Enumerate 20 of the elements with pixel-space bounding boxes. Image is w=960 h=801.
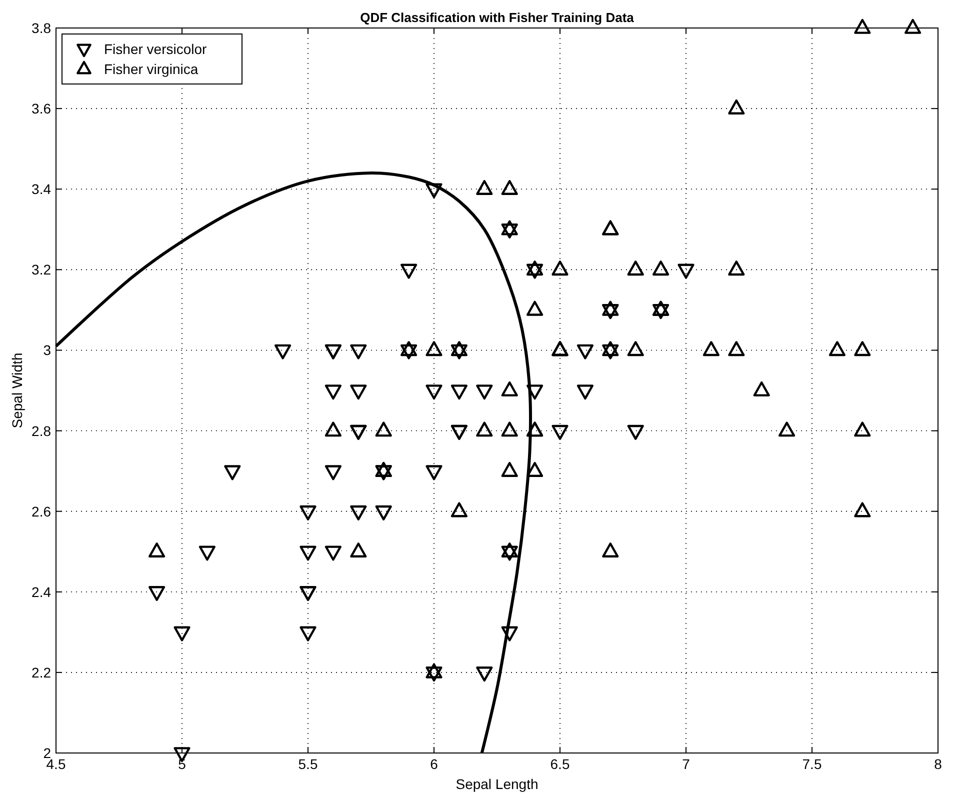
- x-tick-label: 5.5: [298, 756, 318, 772]
- legend-label: Fisher virginica: [104, 61, 198, 77]
- chart-title: QDF Classification with Fisher Training Data: [360, 10, 635, 25]
- y-tick-label: 3.2: [32, 262, 52, 278]
- y-tick-label: 3.6: [32, 100, 52, 117]
- y-tick-label: 2.8: [32, 422, 52, 439]
- x-tick-label: 7: [682, 756, 690, 772]
- legend-label: Fisher versicolor: [104, 41, 208, 57]
- y-axis-title: Sepal Width: [9, 352, 25, 428]
- x-tick-label: 8: [934, 756, 942, 772]
- x-tick-label: 7.5: [802, 756, 822, 772]
- y-tick-label: 3.4: [32, 181, 52, 198]
- y-tick-label: 2.6: [32, 503, 52, 520]
- y-tick-label: 2.2: [32, 664, 52, 680]
- y-tick-label: 3: [43, 342, 52, 358]
- y-tick-label: 2.4: [32, 584, 52, 600]
- x-tick-label: 6.5: [550, 756, 570, 772]
- x-axis-title: Sepal Length: [456, 776, 538, 792]
- y-tick-label: 3.8: [32, 20, 52, 36]
- x-tick-label: 6: [430, 756, 438, 772]
